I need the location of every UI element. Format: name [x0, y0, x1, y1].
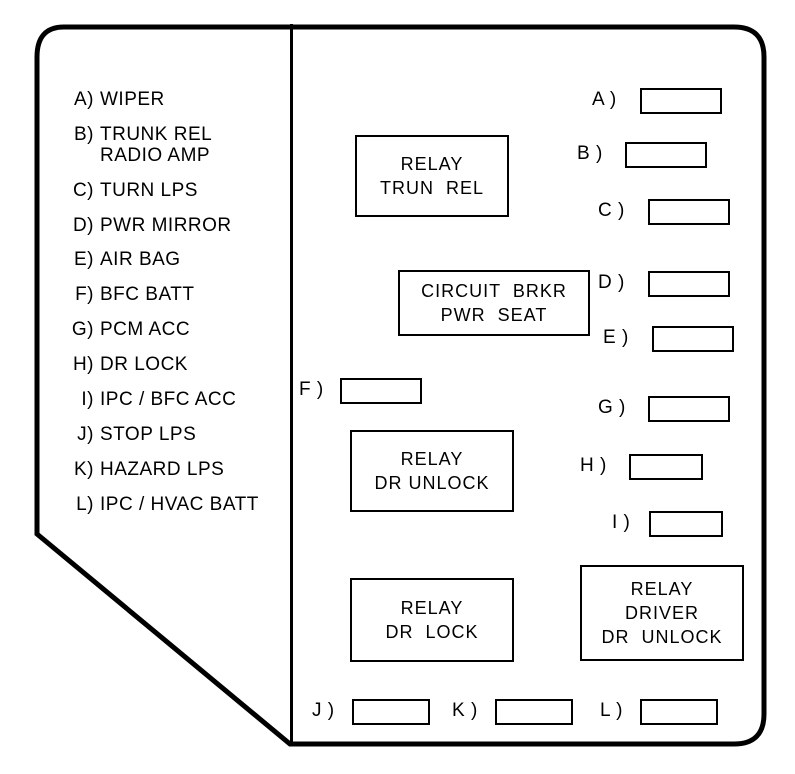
legend-row: I) IPC / BFC ACC	[64, 390, 259, 411]
fuse-d-slot	[648, 271, 730, 297]
legend-letter: F)	[64, 285, 94, 306]
legend-letter: E)	[64, 250, 94, 271]
fuse-j-label: J )	[312, 700, 335, 722]
legend-name: STOP LPS	[100, 425, 196, 446]
legend-letter: K)	[64, 460, 94, 481]
legend-letter: J)	[64, 425, 94, 446]
fuse-f-slot	[340, 378, 422, 404]
legend-letter: C)	[64, 181, 94, 202]
relay-dr-unlock: RELAY DR UNLOCK	[350, 430, 514, 512]
panel-divider	[290, 24, 293, 744]
fuse-g-slot	[648, 396, 730, 422]
fuse-k-label: K )	[452, 700, 478, 722]
legend-name: TURN LPS	[100, 181, 198, 202]
legend-row: A) WIPER	[64, 90, 259, 111]
fuse-h-slot	[629, 454, 703, 480]
fuse-j-slot	[352, 699, 430, 725]
legend-name: PWR MIRROR	[100, 216, 232, 237]
fuse-i-label: I )	[612, 512, 630, 534]
legend-row: L) IPC / HVAC BATT	[64, 495, 259, 516]
legend-name: IPC / BFC ACC	[100, 390, 236, 411]
legend-name: BFC BATT	[100, 285, 194, 306]
fuse-h-label: H )	[580, 455, 607, 477]
relay-trunk-rel: RELAY TRUN REL	[355, 135, 509, 217]
fuse-f-label: F )	[299, 379, 324, 401]
legend-row: C) TURN LPS	[64, 181, 259, 202]
fuse-b-label: B )	[577, 143, 603, 165]
fuse-c-label: C )	[598, 200, 625, 222]
legend-row: H) DR LOCK	[64, 355, 259, 376]
fuse-k-slot	[495, 699, 573, 725]
legend-letter: I)	[64, 390, 94, 411]
legend-row: J) STOP LPS	[64, 425, 259, 446]
fuse-e-slot	[652, 326, 734, 352]
legend-name: AIR BAG	[100, 250, 181, 271]
legend-name: IPC / HVAC BATT	[100, 495, 259, 516]
fuse-l-slot	[640, 699, 718, 725]
legend-row: G) PCM ACC	[64, 320, 259, 341]
legend-row: E) AIR BAG	[64, 250, 259, 271]
fuse-a-label: A )	[592, 89, 617, 111]
legend: A) WIPER B) TRUNK REL RADIO AMP C) TURN LPS…	[64, 90, 259, 530]
fuse-a-slot	[640, 88, 722, 114]
legend-letter: B)	[64, 125, 94, 146]
relay-driver-unlk: RELAY DRIVER DR UNLOCK	[580, 565, 744, 661]
legend-row: D) PWR MIRROR	[64, 216, 259, 237]
fuse-l-label: L )	[600, 700, 623, 722]
legend-letter: H)	[64, 355, 94, 376]
legend-name: DR LOCK	[100, 355, 188, 376]
legend-letter: A)	[64, 90, 94, 111]
fuse-c-slot	[648, 199, 730, 225]
fuse-b-slot	[625, 142, 707, 168]
legend-row: K) HAZARD LPS	[64, 460, 259, 481]
legend-letter: G)	[64, 320, 94, 341]
legend-letter: D)	[64, 216, 94, 237]
legend-row: B) TRUNK REL RADIO AMP	[64, 125, 259, 167]
fuse-i-slot	[649, 511, 723, 537]
fuse-d-label: D )	[598, 272, 625, 294]
circuit-brkr: CIRCUIT BRKR PWR SEAT	[398, 270, 590, 336]
legend-name: TRUNK REL RADIO AMP	[100, 125, 212, 167]
legend-name: HAZARD LPS	[100, 460, 224, 481]
legend-name: WIPER	[100, 90, 165, 111]
fuse-g-label: G )	[598, 397, 626, 419]
legend-letter: L)	[64, 495, 94, 516]
fuse-box-diagram: A) WIPER B) TRUNK REL RADIO AMP C) TURN LPS…	[0, 0, 795, 774]
legend-name: PCM ACC	[100, 320, 190, 341]
legend-row: F) BFC BATT	[64, 285, 259, 306]
relay-dr-lock: RELAY DR LOCK	[350, 578, 514, 662]
fuse-e-label: E )	[603, 327, 629, 349]
